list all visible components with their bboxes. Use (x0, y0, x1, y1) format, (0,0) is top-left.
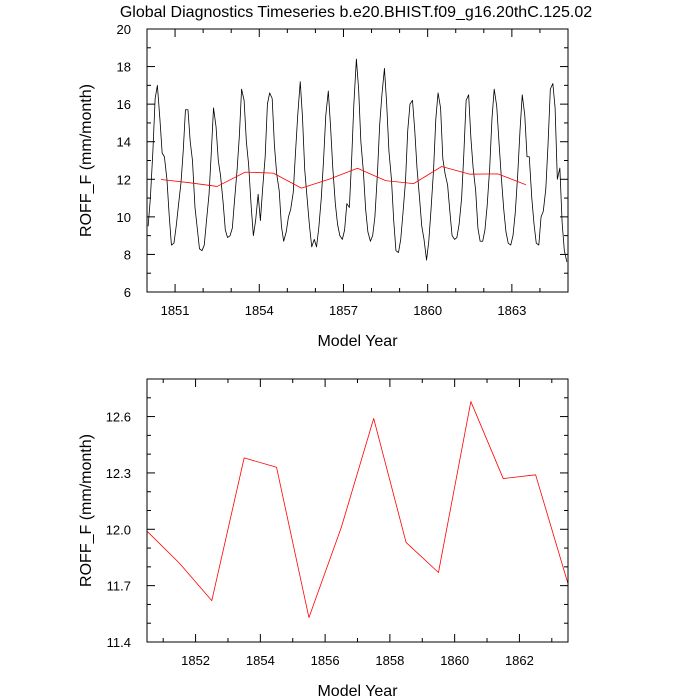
bottom-x-tick-label: 1858 (375, 653, 404, 668)
top-y-axis-label: ROFF_F (mm/month) (78, 84, 95, 237)
bottom-y-tick-label: 11.7 (107, 579, 131, 594)
top-x-tick-label: 1860 (413, 303, 442, 318)
top-y-tick-label: 12 (117, 172, 131, 187)
top-x-tick-label: 1863 (497, 303, 526, 318)
bottom-x-axis-label: Model Year (317, 683, 398, 700)
bottom-plot-frame (146, 378, 569, 643)
bottom-panel: 1852 1854 1856 1858 1860 1862 11.4 11.7 12.0 12.3… (78, 378, 569, 700)
top-y-tick-label: 8 (124, 247, 131, 262)
top-y-tick-label: 10 (117, 210, 131, 225)
bottom-y-tick-label: 11.4 (107, 635, 131, 650)
page-title: Global Diagnostics Timeseries b.e20.BHIS… (120, 4, 592, 21)
top-x-axis-label: Model Year (317, 333, 398, 350)
bottom-y-axis-label: ROFF_F (mm/month) (78, 434, 95, 587)
top-y-tick-label: 6 (124, 285, 131, 300)
top-x-tick-label: 1857 (329, 303, 358, 318)
top-panel: 1851 1854 1857 1860 1863 6 8 10 12 14 16 18 20 Model… (78, 22, 569, 350)
top-y-tick-label: 14 (117, 135, 131, 150)
top-x-tick-label: 1854 (245, 303, 274, 318)
top-y-tick-label: 18 (117, 60, 131, 75)
bottom-x-tick-label: 1852 (181, 653, 210, 668)
bottom-x-tick-label: 1862 (505, 653, 534, 668)
bottom-y-tick-label: 12.3 (106, 466, 131, 481)
bottom-x-tick-label: 1854 (246, 653, 275, 668)
top-y-tick-label: 16 (117, 97, 131, 112)
top-y-tick-label: 20 (117, 22, 131, 37)
bottom-series-line-1 (146, 401, 569, 618)
top-series-line-2 (160, 166, 527, 189)
bottom-x-tick-label: 1860 (440, 653, 469, 668)
top-series-line-1 (147, 58, 568, 263)
top-plot-frame (146, 28, 569, 293)
top-x-tick-label: 1851 (161, 303, 190, 318)
bottom-x-tick-label: 1856 (311, 653, 340, 668)
bottom-y-tick-label: 12.6 (106, 410, 131, 425)
bottom-y-tick-label: 12.0 (106, 522, 131, 537)
